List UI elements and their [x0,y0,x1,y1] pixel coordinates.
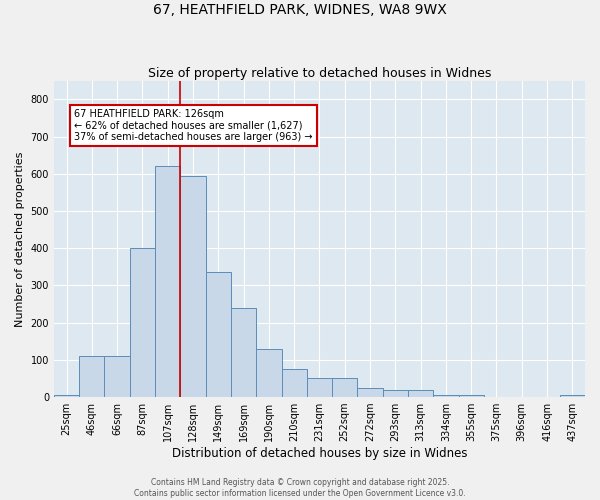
X-axis label: Distribution of detached houses by size in Widnes: Distribution of detached houses by size … [172,447,467,460]
Bar [332,378,358,397]
Bar [54,395,79,397]
Text: 67, HEATHFIELD PARK, WIDNES, WA8 9WX: 67, HEATHFIELD PARK, WIDNES, WA8 9WX [153,2,447,16]
Bar [281,369,307,397]
Text: Contains HM Land Registry data © Crown copyright and database right 2025.
Contai: Contains HM Land Registry data © Crown c… [134,478,466,498]
Y-axis label: Number of detached properties: Number of detached properties [15,151,25,326]
Bar [433,395,458,397]
Bar [408,390,433,397]
Bar [307,378,332,397]
Bar [358,388,383,397]
Bar [383,390,408,397]
Title: Size of property relative to detached houses in Widnes: Size of property relative to detached ho… [148,66,491,80]
Bar [104,356,130,397]
Bar [256,348,281,397]
Bar [79,356,104,397]
Bar [155,166,181,397]
Bar [231,308,256,397]
Bar [181,176,206,397]
Text: 67 HEATHFIELD PARK: 126sqm
← 62% of detached houses are smaller (1,627)
37% of s: 67 HEATHFIELD PARK: 126sqm ← 62% of deta… [74,108,313,142]
Bar [560,395,585,397]
Bar [458,395,484,397]
Bar [130,248,155,397]
Bar [206,272,231,397]
